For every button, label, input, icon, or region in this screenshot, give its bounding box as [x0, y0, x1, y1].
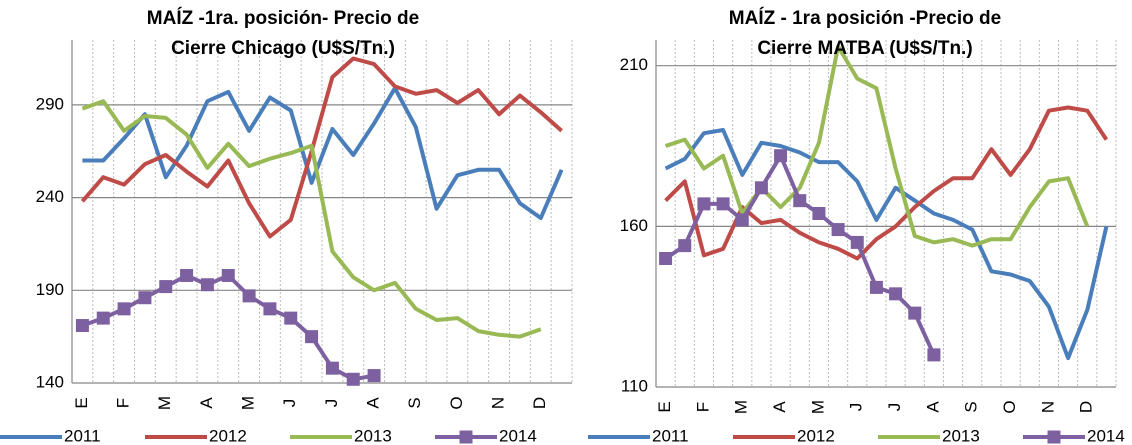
legend-label: 2012 — [209, 426, 247, 445]
legend-label: 2013 — [354, 426, 392, 445]
x-tick-label: E — [655, 401, 674, 412]
x-tick-label: D — [530, 397, 549, 409]
point-marker — [305, 330, 319, 344]
point-marker — [159, 280, 173, 294]
point-marker — [869, 280, 883, 294]
point-marker — [221, 268, 235, 282]
point-marker — [75, 319, 89, 333]
x-tick-label: N — [489, 397, 508, 409]
point-marker — [735, 213, 749, 227]
legend-label: 2014 — [1087, 426, 1125, 445]
x-tick-label: M — [732, 400, 751, 414]
legend-marker — [1047, 430, 1061, 444]
x-tick-label: M — [239, 396, 258, 410]
point-marker — [325, 361, 339, 375]
y-tick-label: 190 — [36, 280, 64, 299]
x-tick-label: F — [693, 402, 712, 412]
legend-label: 2014 — [499, 426, 537, 445]
x-tick-label: A — [770, 401, 789, 413]
point-marker — [812, 207, 826, 220]
series-line — [81, 99, 542, 339]
point-marker — [96, 311, 110, 325]
y-tick-label: 290 — [36, 94, 64, 113]
chart-title: MAÍZ -1ra. posición- Precio de Cierre Ch… — [146, 8, 420, 59]
x-tick-label: N — [1038, 401, 1057, 413]
legend-label: 2011 — [652, 426, 689, 445]
point-marker — [263, 302, 277, 316]
point-marker — [889, 287, 903, 301]
series-line — [664, 128, 1109, 361]
x-tick-label: E — [72, 397, 91, 408]
series-line — [80, 56, 563, 239]
x-tick-label: M — [808, 400, 827, 414]
x-tick-label: A — [197, 397, 216, 409]
legend-label: 2012 — [797, 426, 835, 445]
point-marker — [284, 311, 298, 325]
point-marker — [831, 223, 845, 237]
y-tick-label: 160 — [620, 216, 648, 235]
series-line — [664, 44, 1090, 248]
y-tick-label: 210 — [620, 55, 648, 74]
point-marker — [697, 197, 711, 211]
x-tick-label: O — [1000, 400, 1019, 413]
x-tick-label: J — [885, 403, 904, 412]
point-marker — [793, 194, 807, 208]
point-marker — [716, 197, 730, 211]
x-tick-label: J — [847, 403, 866, 412]
x-tick-label: M — [155, 396, 174, 410]
legend-marker — [459, 430, 473, 444]
point-marker — [754, 181, 768, 195]
x-tick-label: S — [405, 397, 424, 408]
y-tick-label: 110 — [621, 376, 648, 395]
x-tick-label: F — [114, 398, 133, 408]
point-marker — [367, 369, 381, 383]
point-marker — [908, 306, 922, 320]
legend-label: 2011 — [64, 426, 101, 445]
point-marker — [774, 149, 788, 163]
chart-title: MAÍZ - 1ra posición -Precio de Cierre MA… — [728, 8, 1002, 59]
point-marker — [180, 268, 194, 282]
point-marker — [678, 239, 692, 253]
x-tick-label: J — [280, 399, 299, 408]
point-marker — [659, 251, 673, 265]
y-tick-label: 240 — [36, 187, 64, 206]
x-tick-label: J — [322, 399, 341, 408]
x-tick-label: A — [923, 401, 942, 413]
x-tick-label: D — [1077, 401, 1096, 413]
point-marker — [242, 289, 256, 303]
legend-label: 2013 — [942, 426, 980, 445]
point-marker — [138, 291, 152, 305]
point-marker — [927, 348, 941, 362]
x-tick-label: S — [962, 401, 981, 412]
point-marker — [850, 235, 864, 249]
point-marker — [200, 278, 214, 292]
y-tick-label: 140 — [36, 372, 64, 391]
point-marker — [117, 302, 131, 316]
x-tick-label: O — [447, 396, 466, 409]
point-marker — [346, 372, 360, 386]
series-line — [82, 86, 564, 220]
x-tick-label: A — [364, 397, 383, 409]
